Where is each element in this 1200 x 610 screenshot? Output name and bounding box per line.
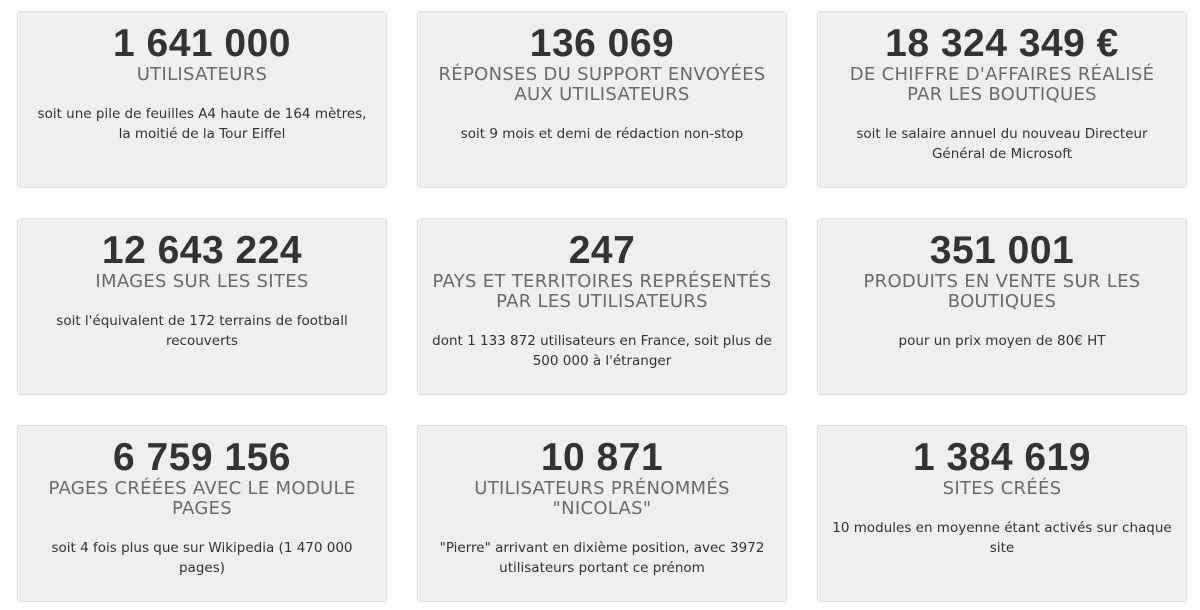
stat-card-sites: 1 384 619 SITES CRÉÉS 10 modules en moye…	[817, 425, 1187, 602]
stat-label: UTILISATEURS	[136, 64, 268, 85]
stat-description: dont 1 133 872 utilisateurs en France, s…	[432, 333, 772, 369]
stat-label: PRODUITS EN VENTE SUR LES BOUTIQUES	[863, 271, 1141, 312]
stat-card-countries: 247 PAYS ET TERRITOIRES REPRÉSENTÉS PAR …	[417, 218, 787, 395]
stat-description: 10 modules en moyenne étant activés sur …	[832, 520, 1172, 556]
stat-number: 6 759 156	[112, 436, 291, 479]
stat-card-nicolas: 10 871 UTILISATEURS PRÉNOMMÉS "NICOLAS" …	[417, 425, 787, 602]
stat-card-support-replies: 136 069 RÉPONSES DU SUPPORT ENVOYÉES AUX…	[417, 11, 787, 188]
stat-label: UTILISATEURS PRÉNOMMÉS "NICOLAS"	[474, 478, 730, 519]
stat-card-pages: 6 759 156 PAGES CRÉÉES AVEC LE MODULE PA…	[17, 425, 387, 602]
stat-card-images: 12 643 224 IMAGES SUR LES SITES soit l'é…	[17, 218, 387, 395]
stats-grid: 1 641 000 UTILISATEURS soit une pile de …	[17, 11, 1187, 602]
stat-number: 136 069	[529, 22, 675, 65]
stat-number: 351 001	[929, 229, 1075, 272]
stat-label: DE CHIFFRE D'AFFAIRES RÉALISÉ PAR LES BO…	[849, 64, 1155, 105]
stat-description: soit le salaire annuel du nouveau Direct…	[856, 126, 1148, 162]
stat-description: soit 4 fois plus que sur Wikipedia (1 47…	[51, 540, 353, 576]
stat-label: SITES CRÉÉS	[942, 478, 1062, 499]
stat-card-users: 1 641 000 UTILISATEURS soit une pile de …	[17, 11, 387, 188]
stat-number: 1 384 619	[912, 436, 1091, 479]
stat-description: soit 9 mois et demi de rédaction non-sto…	[460, 126, 744, 142]
stat-number: 18 324 349 €	[885, 22, 1119, 65]
stat-description: pour un prix moyen de 80€ HT	[898, 333, 1106, 349]
stat-label: PAGES CRÉÉES AVEC LE MODULE PAGES	[48, 478, 356, 519]
stat-number: 12 643 224	[101, 229, 303, 272]
stat-label: PAYS ET TERRITOIRES REPRÉSENTÉS PAR LES …	[432, 271, 772, 312]
stat-description: "Pierre" arrivant en dixième position, a…	[439, 540, 765, 576]
stat-description: soit l'équivalent de 172 terrains de foo…	[56, 313, 348, 349]
stat-card-products: 351 001 PRODUITS EN VENTE SUR LES BOUTIQ…	[817, 218, 1187, 395]
stat-number: 247	[568, 229, 636, 272]
stat-number: 10 871	[540, 436, 664, 479]
stat-card-revenue: 18 324 349 € DE CHIFFRE D'AFFAIRES RÉALI…	[817, 11, 1187, 188]
stat-label: IMAGES SUR LES SITES	[95, 271, 309, 292]
stat-number: 1 641 000	[112, 22, 291, 65]
stat-description: soit une pile de feuilles A4 haute de 16…	[37, 106, 367, 142]
stat-label: RÉPONSES DU SUPPORT ENVOYÉES AUX UTILISA…	[438, 64, 766, 105]
